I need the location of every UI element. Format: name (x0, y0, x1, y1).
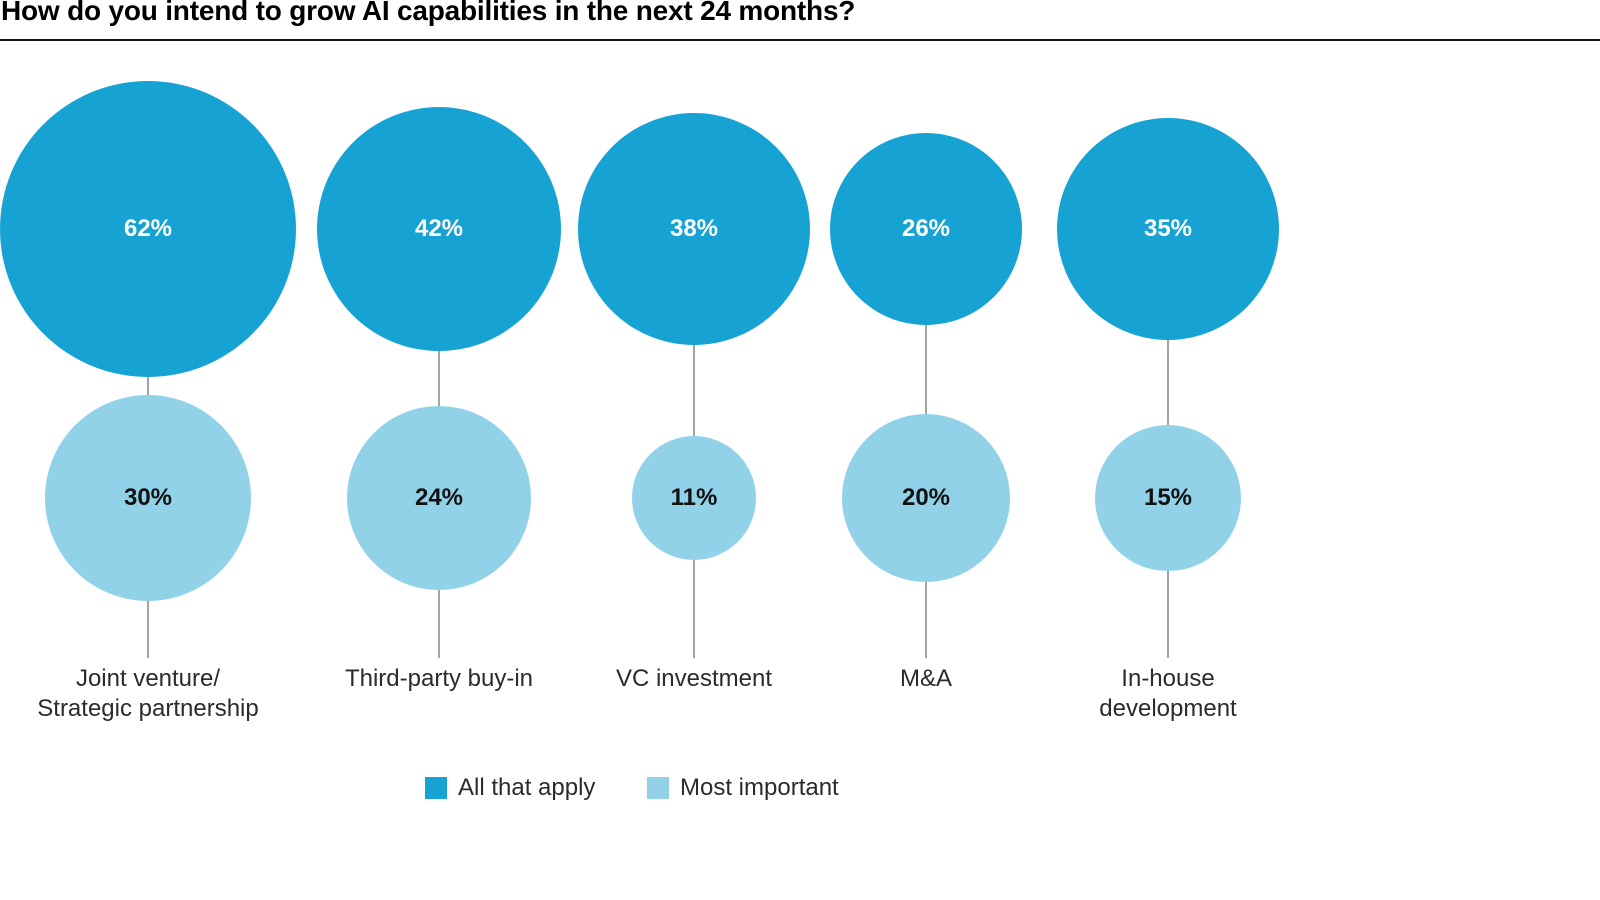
legend-label-all-that-apply: All that apply (458, 774, 596, 801)
category-label-m-a: M&A (776, 664, 1076, 694)
chart-title: How do you intend to grow AI capabilitie… (1, 0, 856, 26)
category-label-vc-investment: VC investment (544, 664, 844, 694)
category-label-line: Strategic partnership (37, 695, 259, 722)
category-label-in-house-development: In-house development (1018, 664, 1318, 724)
category-label-line: VC investment (615, 665, 773, 692)
bubble-value-label: 38% (669, 215, 719, 242)
bubble-value-label: 30% (123, 484, 173, 511)
legend-label-most-important: Most important (680, 774, 839, 801)
bubble-value-label: 20% (901, 484, 951, 511)
category-label-line: M&A (899, 665, 952, 692)
bubble-all-that-apply-third-party-buy-in: 42% (317, 107, 561, 351)
bubble-value-label: 24% (414, 484, 464, 511)
bubble-value-label: 42% (414, 215, 464, 242)
category-label-line: development (1099, 695, 1237, 722)
legend-item-most-important: Most important (647, 774, 839, 801)
category-label-line: Third-party buy-in (344, 665, 534, 692)
bubble-most-important-vc-investment: 11% (632, 436, 756, 560)
bubble-value-label: 35% (1143, 215, 1193, 242)
bubble-most-important-third-party-buy-in: 24% (347, 406, 531, 590)
bubble-most-important-in-house-development: 15% (1095, 425, 1241, 571)
legend-item-all-that-apply: All that apply (425, 774, 596, 801)
category-label-third-party-buy-in: Third-party buy-in (289, 664, 589, 694)
category-label-line: In-house (1121, 665, 1215, 692)
legend-swatch-most-important (647, 777, 669, 799)
bubble-value-label: 11% (670, 484, 718, 511)
bubble-most-important-m-a: 20% (842, 414, 1010, 582)
bubble-value-label: 26% (901, 215, 951, 242)
bubble-value-label: 62% (123, 215, 173, 242)
bubble-all-that-apply-in-house-development: 35% (1057, 118, 1279, 340)
category-label-line: Joint venture/ (75, 665, 221, 692)
bubble-all-that-apply-vc-investment: 38% (578, 113, 810, 345)
bubble-most-important-joint-venture-strategic-partnership: 30% (45, 395, 251, 601)
bubble-value-label: 15% (1143, 484, 1193, 511)
legend-swatch-all-that-apply (425, 777, 447, 799)
category-label-joint-venture-strategic-partnership: Joint venture/Strategic partnership (0, 664, 298, 724)
bubble-all-that-apply-m-a: 26% (830, 133, 1022, 325)
title-divider (0, 39, 1600, 41)
bubble-all-that-apply-joint-venture-strategic-partnership: 62% (0, 81, 296, 377)
